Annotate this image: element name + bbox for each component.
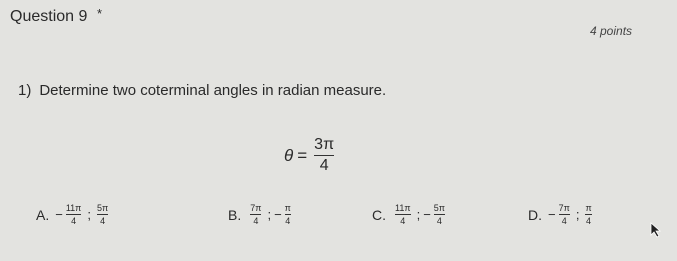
fraction-bar [433,214,445,215]
fraction-bar [97,214,109,215]
fraction-bar [585,214,592,215]
separator: ; [267,207,272,222]
numerator: 11π [65,203,82,213]
numerator: 5π [97,203,109,213]
fraction: 11π 4 [395,203,411,226]
fraction-bar [284,214,291,215]
denominator: 4 [71,216,77,226]
numerator: π [585,203,592,213]
denominator: 4 [100,216,106,226]
fraction: 7π 4 [250,203,262,226]
question-prompt: Determine two coterminal angles in radia… [39,82,387,99]
sign: − [274,207,282,222]
option-letter: A. [36,206,50,223]
denominator: 4 [285,216,291,226]
fraction: 7π 4 [558,203,570,226]
fraction: 5π 4 [97,203,109,226]
separator: ; [416,207,421,222]
denominator: 4 [586,216,592,226]
denominator: 4 [319,157,329,174]
option[interactable]: B. 7π 4; − π 4 [228,203,294,226]
fraction: 5π 4 [433,203,445,226]
fraction: 3π 4 [314,136,335,175]
option-letter: D. [528,206,542,223]
numerator: 7π [250,203,262,213]
required-mark: * [97,6,103,21]
equals: = [297,145,308,165]
separator: ; [575,207,580,222]
sign: − [548,207,556,222]
sign: − [423,207,431,222]
separator: ; [87,207,92,222]
numerator: 7π [558,203,570,213]
denominator: 4 [400,216,406,226]
numerator: 5π [433,203,445,213]
fraction-bar [395,214,411,215]
fraction-bar [65,214,82,215]
fraction: 11π 4 [65,203,82,226]
option[interactable]: C. 11π 4; −5π 4 [372,203,448,226]
option-letter: C. [372,206,386,223]
numerator: 11π [395,203,411,213]
denominator: 4 [436,216,442,226]
option-letter: B. [228,206,242,223]
fraction-bar [250,214,262,215]
cursor [650,222,662,238]
question-title: Question 9 [10,8,88,25]
fraction-bar [558,214,570,215]
question-number: 1) [18,82,32,99]
option[interactable]: D. −7π 4; π 4 [528,203,595,226]
variable: θ [284,145,294,165]
denominator: 4 [253,216,259,226]
fraction-bar [314,155,335,156]
denominator: 4 [561,216,567,226]
question: 1) Determine two coterminal angles in rad… [18,82,386,99]
given-angle: θ = 3π 4 [284,136,337,175]
points: 4 points [590,24,633,38]
sign: − [55,207,63,222]
numerator: 3π [314,136,335,153]
option[interactable]: A. −11π 4; 5π 4 [36,203,111,226]
numerator: π [284,203,291,213]
